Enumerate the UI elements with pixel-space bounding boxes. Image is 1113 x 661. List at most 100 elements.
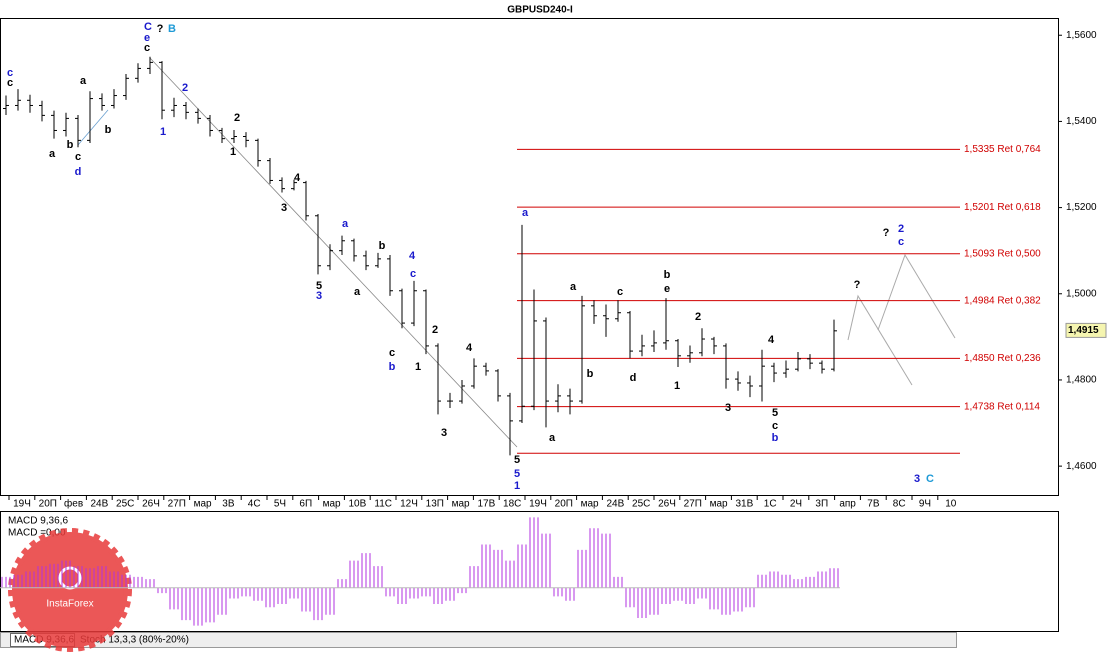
wave-label: 1 [415,361,421,373]
projection [847,294,913,386]
x-tick-label: 6П [299,499,312,510]
x-tick-label: 27П [168,499,186,510]
wave-label: c [7,67,13,79]
wave-label: c [144,42,150,54]
wave-label: b [587,368,594,380]
wave-label: a [354,286,361,298]
projection [877,253,956,339]
wave-label: 3 [281,202,287,214]
macd-label: MACD =0,00 [8,528,66,539]
wave-label: 2 [432,324,438,336]
fib-label: 1,4850 Ret 0,236 [964,353,1041,364]
logo [8,528,132,652]
fib-label: 1,4738 Ret 0,114 [964,401,1040,412]
x-tick-label: 7В [867,499,880,510]
x-tick-label: 25С [116,499,134,510]
x-tick-label: 10В [349,499,367,510]
x-tick-label: 27П [684,499,702,510]
wave-label: b [379,240,386,252]
x-tick-label: 24В [607,499,625,510]
wave-label: a [522,207,529,219]
watermark-text: InstaForex [46,599,93,610]
price-label: 1,4915 [1068,325,1099,336]
x-tick-label: 13П [426,499,444,510]
fib-label: 1,5093 Ret 0,500 [964,248,1041,259]
x-tick-label: мар [452,499,470,510]
x-tick-label: мар [710,499,728,510]
wave-label: 4 [768,334,775,346]
wave-label: 1 [674,380,680,392]
x-tick-label: 10 [945,499,957,510]
x-tick-label: 3В [222,499,235,510]
fib-label: 1,4984 Ret 0,382 [964,295,1041,306]
wave-label: c [898,236,904,248]
wave-label: B [168,23,176,35]
x-tick-label: 4С [248,499,261,510]
x-tick-label: 26Ч [658,499,676,510]
y-tick-label: 1,4800 [1066,375,1097,386]
wave-label: b [67,139,74,151]
x-tick-label: 26Ч [142,499,160,510]
price-marker [1065,322,1107,338]
trend-line [77,109,109,146]
x-tick-label: 19Ч [13,499,31,510]
wave-label: c [410,268,416,280]
wave-label: ? [854,279,861,291]
wave-label: b [389,361,396,373]
wave-label: a [342,218,349,230]
wave-label: 3 [441,427,447,439]
y-tick-label: 1,5200 [1066,202,1097,213]
macd-frame [0,511,1059,632]
x-tick-label: 12Ч [400,499,418,510]
wave-label: 2 [182,82,188,94]
wave-label: 4 [466,342,473,354]
wave-label: 5 [514,454,520,466]
wave-label: d [630,372,637,384]
wave-label: 3 [914,473,920,485]
x-tick-label: 25С [632,499,650,510]
wave-label: 1 [514,480,520,492]
x-tick-label: мар [581,499,599,510]
wave-label: ? [883,227,890,239]
wave-label: 3 [316,290,322,302]
y-tick-label: 1,5600 [1066,30,1097,41]
wave-label: a [49,148,56,160]
wave-label: 5 [316,280,322,292]
x-tick-label: 5Ч [274,499,286,510]
wave-label: 1 [230,146,236,158]
wave-label: a [549,432,556,444]
tab-bar [0,632,957,648]
wave-label: b [105,124,112,136]
x-tick-label: 18С [503,499,521,510]
wave-label: b [664,269,671,281]
x-tick-label: 9Ч [919,499,931,510]
wave-label: c [617,286,623,298]
x-tick-label: апр [839,499,856,510]
trend-line [149,57,518,448]
x-tick-label: 31В [736,499,754,510]
wave-label: a [80,75,87,87]
wave-label: e [144,32,150,44]
wave-label: d [75,166,82,178]
wave-label: c [772,420,778,432]
wave-label: a [570,281,577,293]
watermark: InstaForex [8,528,132,652]
wave-label: c [75,151,81,163]
wave-label: 5 [772,407,778,419]
x-tick-label: 3П [815,499,828,510]
main-frame [0,18,1059,496]
x-tick-label: 2Ч [790,499,802,510]
x-tick-label: фев [64,498,83,510]
y-tick-label: 1,4600 [1066,461,1097,472]
x-tick-label: 11С [374,499,392,510]
wave-label: 2 [898,223,904,235]
wave-label: c [389,347,395,359]
x-tick-label: 8С [893,499,906,510]
x-tick-label: 1С [764,499,777,510]
x-tick-label: 20П [555,499,573,510]
tab-label[interactable]: Stoch 13,3,3 (80%-20%) [80,635,189,646]
chart-title: GBPUSD240-I [507,5,573,16]
wave-label: e [664,283,670,295]
fib-label: 1,5201 Ret 0,618 [964,202,1041,213]
